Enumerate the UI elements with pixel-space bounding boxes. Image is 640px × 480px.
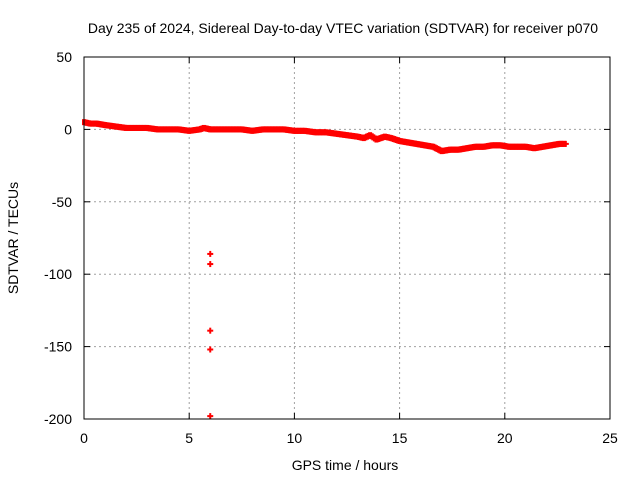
data-points xyxy=(82,119,569,420)
tick-labels: 0 5 10 15 20 25 50 0 -50 -100 -150 -200 xyxy=(44,49,618,446)
plot-frame xyxy=(83,56,611,420)
y-tick-label: 0 xyxy=(64,121,72,137)
x-tick-label: 0 xyxy=(80,430,88,446)
x-tick-label: 10 xyxy=(287,430,303,446)
data-point xyxy=(207,250,214,257)
data-point xyxy=(207,346,214,353)
x-tick-label: 20 xyxy=(497,430,513,446)
x-tick-label: 15 xyxy=(392,430,408,446)
x-axis-label: GPS time / hours xyxy=(292,457,399,473)
data-point xyxy=(207,327,214,334)
axis-ticks xyxy=(83,56,611,420)
x-tick-label: 25 xyxy=(602,430,618,446)
y-tick-label: -200 xyxy=(44,411,72,427)
y-tick-label: -100 xyxy=(44,266,72,282)
data-point xyxy=(207,413,214,420)
chart-title: Day 235 of 2024, Sidereal Day-to-day VTE… xyxy=(88,20,598,36)
y-tick-label: -150 xyxy=(44,339,72,355)
grid-lines xyxy=(84,57,610,419)
y-axis-label: SDTVAR / TECUs xyxy=(5,182,21,294)
y-tick-label: -50 xyxy=(52,194,72,210)
data-point xyxy=(562,140,569,147)
data-point xyxy=(207,261,214,268)
y-tick-label: 50 xyxy=(56,49,72,65)
x-tick-label: 5 xyxy=(185,430,193,446)
